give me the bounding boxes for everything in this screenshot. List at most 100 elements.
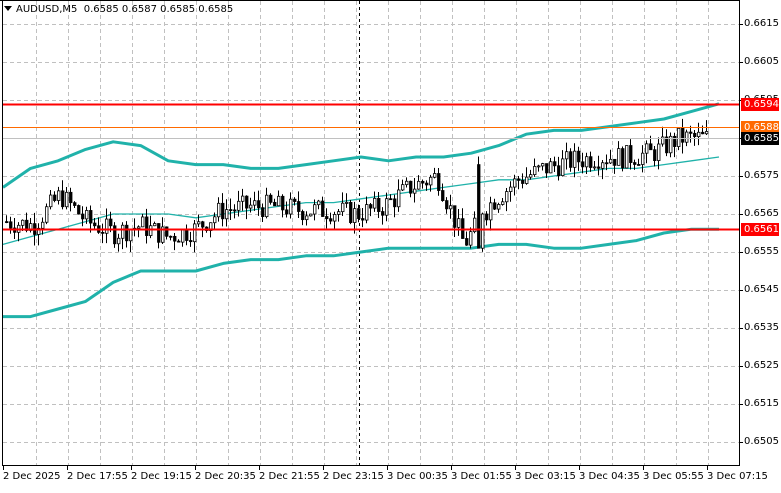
candle-body [509, 186, 513, 192]
candle-body [65, 191, 69, 208]
candle-body [361, 218, 365, 221]
candle-body [581, 161, 585, 168]
candle-body [401, 184, 405, 191]
candle-body [637, 164, 641, 166]
candle-body [589, 156, 593, 168]
candle-body [261, 207, 265, 218]
candle-body [149, 225, 153, 236]
candle-body [477, 164, 481, 249]
candle-body [705, 131, 709, 135]
price-tick-label: 0.6555 [744, 246, 779, 257]
candle-body [341, 202, 345, 213]
price-tag-0-6594: 0.6594 [741, 98, 779, 111]
candle-body [549, 161, 553, 174]
candle-body [693, 132, 697, 137]
candle-body [701, 131, 705, 135]
candle-body [393, 198, 397, 208]
candle-body [557, 165, 561, 176]
candle-body [233, 209, 237, 212]
candle-body [653, 149, 657, 161]
candle-body [117, 237, 121, 245]
candle-body [61, 190, 65, 208]
candle-body [457, 218, 461, 228]
time-tick-label: 2 Dec 17:55 [67, 471, 128, 482]
candle-body [241, 195, 245, 202]
candle-body [501, 201, 505, 205]
candle-body [673, 135, 677, 147]
time-tick-label: 2 Dec 20:35 [195, 471, 256, 482]
candle-body [237, 200, 241, 211]
candle-body [121, 224, 125, 239]
price-tick-label: 0.6525 [744, 360, 779, 371]
candle-body [389, 198, 393, 201]
candle-body [365, 204, 369, 221]
candle-body [441, 190, 445, 202]
candle-body [145, 216, 149, 236]
candle-body [629, 145, 633, 163]
candle-body [605, 162, 609, 165]
candle-body [449, 205, 453, 210]
candle-body [209, 222, 213, 231]
candle-body [609, 158, 613, 164]
candle-body [5, 221, 9, 224]
candle-body [593, 166, 597, 169]
candle-body [85, 210, 89, 220]
candle-body [221, 202, 225, 220]
candle-body [513, 178, 517, 188]
candle-body [481, 213, 485, 249]
candle-body [677, 127, 681, 147]
candle-body [313, 204, 317, 215]
candle-body [141, 216, 145, 228]
candle-body [321, 200, 325, 217]
price-tick-label: 0.6615 [744, 18, 779, 29]
time-tick-label: 3 Dec 00:35 [387, 471, 448, 482]
candle-body [489, 202, 493, 221]
candle-body [613, 158, 617, 166]
price-tag-0-6561: 0.6561 [741, 223, 779, 236]
candle-body [397, 189, 401, 208]
candle-body [245, 195, 249, 209]
price-tag-0-6588: 0.6588 [741, 121, 779, 134]
candle-body [625, 145, 629, 169]
candle-body [521, 180, 525, 184]
candle-body [197, 221, 201, 225]
price-tick-label: 0.6505 [744, 436, 779, 447]
candle-body [561, 158, 565, 176]
candle-body [257, 200, 261, 209]
candle-body [533, 166, 537, 176]
candle-body [505, 191, 509, 203]
candle-body [177, 240, 181, 243]
candle-body [309, 213, 313, 217]
candle-body [429, 176, 433, 186]
candle-body [157, 223, 161, 243]
ohlc-values: 0.6585 0.6587 0.6585 0.6585 [83, 4, 234, 15]
candle-body [621, 148, 625, 169]
candle-body [669, 135, 673, 154]
candle-body [497, 204, 501, 210]
candle-body [353, 208, 357, 223]
candle-body [553, 161, 557, 167]
candle-body [661, 136, 665, 145]
candle-body [53, 194, 57, 201]
candle-body [417, 180, 421, 190]
candle-body [9, 221, 13, 229]
candle-body [217, 202, 221, 218]
price-tick-label: 0.6575 [744, 170, 779, 181]
candle-body [189, 240, 193, 243]
time-tick-label: 2 Dec 19:15 [131, 471, 192, 482]
candle-body [633, 162, 637, 165]
candle-body [37, 227, 41, 235]
collapse-triangle-icon[interactable] [4, 5, 12, 11]
candle-body [273, 201, 277, 207]
candle-body [193, 223, 197, 243]
candle-body [57, 190, 61, 201]
candle-body [185, 229, 189, 241]
candle-body [425, 182, 429, 186]
candle-body [305, 215, 309, 221]
candle-body [333, 214, 337, 222]
candle-body [681, 127, 685, 143]
candle-body [265, 194, 269, 218]
candle-body [493, 202, 497, 210]
